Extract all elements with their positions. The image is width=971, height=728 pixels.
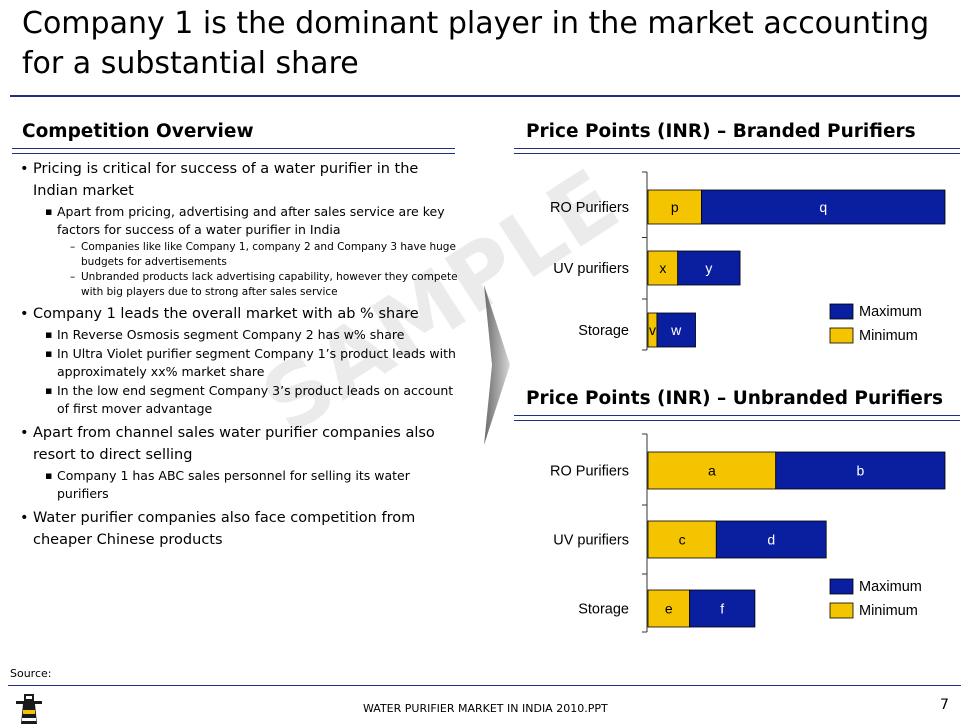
bar-segment-minimum xyxy=(647,250,679,286)
bullet-item: In Reverse Osmosis segment Company 2 has… xyxy=(18,326,458,344)
bullet-item: Unbranded products lack advertising capa… xyxy=(18,270,458,299)
bullet-item: In Ultra Violet purifier segment Company… xyxy=(18,345,458,381)
bar-segment-minimum xyxy=(647,589,690,628)
bar-data-label: q xyxy=(819,199,827,215)
bar-segment-maximum xyxy=(689,589,756,628)
legend-swatch-maximum xyxy=(829,303,854,320)
bar-segment-maximum xyxy=(715,520,827,559)
bullet-item: Apart from channel sales water purifier … xyxy=(18,422,458,466)
bar-data-label: f xyxy=(720,601,724,617)
bar-segment-minimum xyxy=(647,189,702,225)
bullet-item: Companies like like Company 1, company 2… xyxy=(18,240,458,269)
branded-heading-rule xyxy=(514,148,960,154)
lighthouse-logo-icon xyxy=(16,694,42,724)
bar-segment-maximum xyxy=(677,250,741,286)
bar-data-label: d xyxy=(767,532,775,548)
branded-chart-heading: Price Points (INR) – Branded Purifiers xyxy=(526,121,916,142)
category-label: RO Purifiers xyxy=(550,200,629,216)
left-heading-rule xyxy=(12,148,455,154)
legend-swatch-minimum xyxy=(829,327,854,344)
bar-data-label: x xyxy=(659,260,666,276)
branded-price-chart: RO Purifiers p q UV purifiers x y Storage v w Max… xyxy=(550,171,946,351)
bullet-item: Company 1 has ABC sales personnel for se… xyxy=(18,467,458,503)
bar-segment-maximum xyxy=(775,451,946,490)
bar-data-label: e xyxy=(665,601,673,617)
category-label: UV purifiers xyxy=(553,533,629,549)
competition-overview-heading: Competition Overview xyxy=(22,121,254,142)
bullet-item: Water purifier companies also face compe… xyxy=(18,507,458,551)
slide-title: Company 1 is the dominant player in the … xyxy=(22,6,930,81)
bar-data-label: b xyxy=(856,463,864,479)
unbranded-chart-heading: Price Points (INR) – Unbranded Purifiers xyxy=(526,388,943,409)
bar-data-label: v xyxy=(649,322,656,338)
footer-title: WATER PURIFIER MARKET IN INDIA 2010.PPT xyxy=(363,702,608,715)
legend-swatch-maximum xyxy=(829,578,854,595)
unbranded-heading-rule xyxy=(514,415,960,421)
chevron-arrow-icon xyxy=(484,285,510,445)
category-label: RO Purifiers xyxy=(550,464,629,480)
category-label: Storage xyxy=(578,602,629,618)
legend-label-minimum: Minimum xyxy=(859,603,918,619)
bar-data-label: c xyxy=(679,532,686,548)
bullet-item: Pricing is critical for success of a wat… xyxy=(18,158,458,202)
legend-swatch-minimum xyxy=(829,602,854,619)
bar-data-label: y xyxy=(705,260,712,276)
bar-data-label: p xyxy=(671,199,679,215)
category-label: Storage xyxy=(578,323,629,339)
bar-segment-maximum xyxy=(701,189,946,225)
unbranded-price-chart: RO Purifiers a b UV purifiers c d Storage e f Max… xyxy=(550,433,946,633)
page-number: 7 xyxy=(940,697,949,713)
category-label: UV purifiers xyxy=(553,261,629,277)
source-label: Source: xyxy=(10,667,52,680)
legend-label-maximum: Maximum xyxy=(859,304,922,320)
bar-data-label: a xyxy=(708,463,716,479)
bullet-item: In the low end segment Company 3’s produ… xyxy=(18,382,458,418)
bullet-item: Company 1 leads the overall market with … xyxy=(18,303,458,325)
bar-segment-minimum xyxy=(647,451,777,490)
legend-label-minimum: Minimum xyxy=(859,328,918,344)
legend-label-maximum: Maximum xyxy=(859,579,922,595)
bar-segment-minimum xyxy=(647,520,717,559)
title-divider xyxy=(10,95,960,97)
bar-segment-maximum xyxy=(656,312,696,348)
footer-divider xyxy=(8,685,961,686)
bullet-item: Apart from pricing, advertising and afte… xyxy=(18,203,458,239)
bar-data-label: w xyxy=(670,322,682,338)
competition-bullets: Pricing is critical for success of a wat… xyxy=(18,158,458,551)
